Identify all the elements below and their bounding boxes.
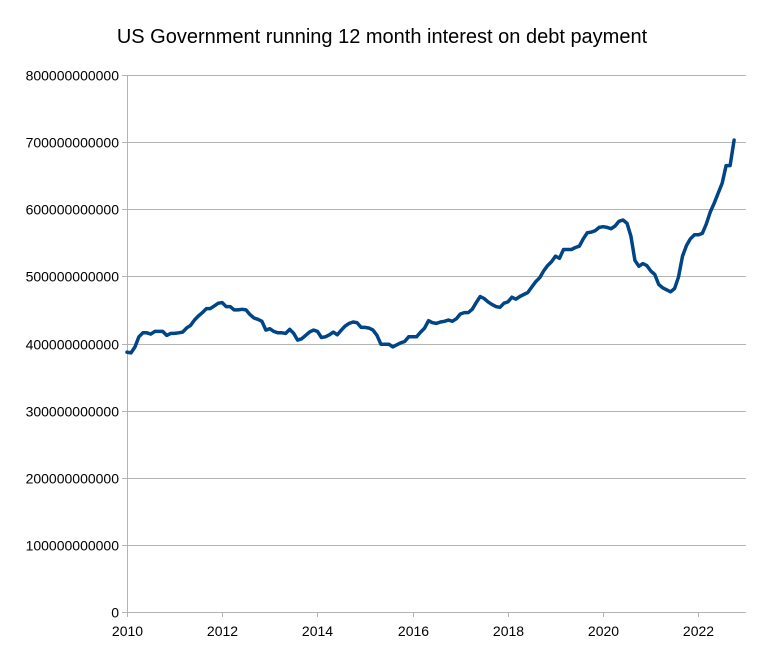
y-axis: 0 100000000000 200000000000 300000000000 400… bbox=[26, 68, 127, 621]
x-tick-label: 2014 bbox=[302, 623, 333, 639]
x-tick-label: 2018 bbox=[493, 623, 524, 639]
gridlines bbox=[127, 75, 746, 613]
y-tick-label: 600000000000 bbox=[26, 202, 120, 218]
y-tick-label: 200000000000 bbox=[26, 471, 120, 487]
x-tick-label: 2022 bbox=[683, 623, 714, 639]
series-line bbox=[125, 138, 736, 355]
x-tick-label: 2020 bbox=[588, 623, 619, 639]
y-tick-label: 0 bbox=[111, 605, 119, 621]
y-tick-label: 100000000000 bbox=[26, 538, 120, 554]
y-tick-label: 400000000000 bbox=[26, 337, 120, 353]
x-axis: 2010 2012 2014 2016 2018 2020 2022 bbox=[112, 612, 714, 639]
chart-title: US Government running 12 month interest … bbox=[117, 26, 648, 48]
series-group bbox=[125, 138, 736, 355]
y-tick-label: 700000000000 bbox=[26, 135, 120, 151]
y-tick-label: 500000000000 bbox=[26, 269, 120, 285]
y-tick-label: 300000000000 bbox=[26, 404, 120, 420]
y-tick-label: 800000000000 bbox=[26, 68, 120, 84]
x-tick-label: 2010 bbox=[112, 623, 143, 639]
x-tick-label: 2012 bbox=[207, 623, 238, 639]
x-tick-label: 2016 bbox=[398, 623, 429, 639]
